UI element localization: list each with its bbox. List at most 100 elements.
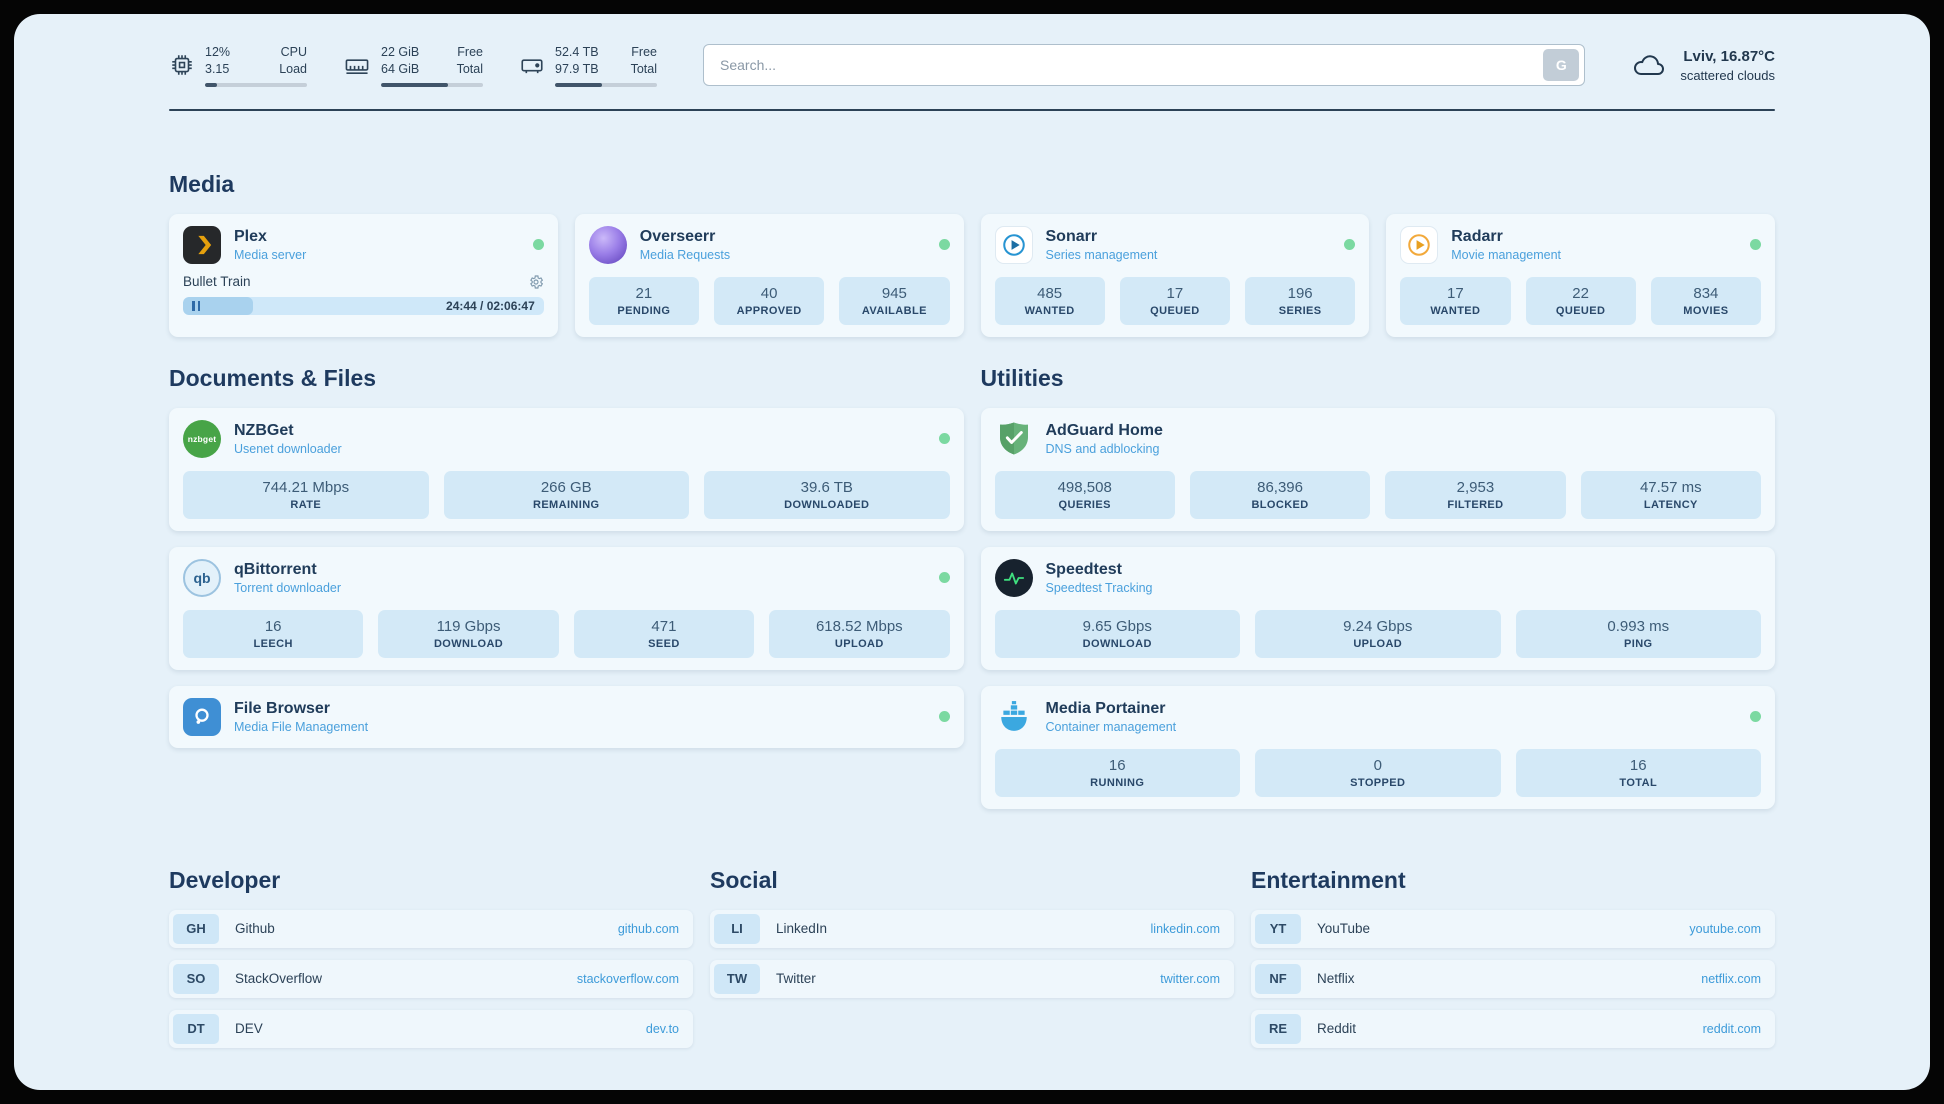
bookmark-youtube[interactable]: YT YouTube youtube.com (1251, 909, 1775, 948)
stat-rate: 744.21 Mbps RATE (183, 470, 429, 519)
cpu-usage-bar (205, 82, 307, 87)
stats-row: 17 WANTED 22 QUEUED 834 MOVIES (1400, 276, 1761, 325)
stat-value: 9.65 Gbps (1082, 617, 1152, 635)
search-input[interactable] (704, 45, 1544, 86)
disk-usage-bar-fill (555, 82, 602, 87)
status-dot (938, 572, 950, 584)
bookmark-url: youtube.com (1689, 921, 1761, 936)
ram-usage-bar-fill (381, 82, 449, 87)
bookmark-twitter[interactable]: TW Twitter twitter.com (710, 959, 1234, 998)
bookmark-netflix[interactable]: NF Netflix netflix.com (1251, 959, 1775, 998)
app-subtitle: Usenet downloader (234, 441, 342, 456)
app-subtitle: Media Requests (639, 247, 731, 262)
qbittorrent-icon: qb (183, 558, 221, 597)
bookmark-name: StackOverflow (235, 971, 323, 987)
stat-value: 16 (1108, 756, 1126, 774)
playback-progress-bar[interactable]: 24:44 / 02:06:47 (183, 296, 544, 315)
status-dot (938, 433, 950, 445)
sonarr-card[interactable]: Sonarr Series management 485 WANTED 17 Q… (980, 213, 1370, 337)
stat-label: RUNNING (1090, 776, 1145, 789)
stat-value: 16 (264, 617, 282, 635)
adguard-icon (995, 420, 1033, 458)
stat-pending: 21 PENDING (588, 276, 699, 325)
cpu-usage-value: 12% (205, 45, 231, 59)
bookmark-url: dev.to (645, 1021, 679, 1036)
card-titles: Radarr Movie management (1451, 228, 1561, 262)
qbittorrent-icon-text: qb (193, 569, 211, 586)
stat-label: QUEUED (1555, 304, 1606, 317)
cpu-icon (169, 52, 195, 78)
app-title: qBittorrent (234, 560, 317, 578)
bookmark-dev[interactable]: DT DEV dev.to (169, 1009, 693, 1048)
stat-series: 196 SERIES (1245, 276, 1356, 325)
stat-label: APPROVED (736, 304, 802, 317)
nzbget-card[interactable]: nzbget NZBGet Usenet downloader 744.21 M… (169, 407, 964, 531)
bookmark-url: twitter.com (1160, 971, 1220, 986)
stat-upload: 9.24 Gbps UPLOAD (1255, 609, 1501, 658)
speedtest-icon (994, 558, 1033, 597)
nzbget-icon: nzbget (183, 419, 221, 458)
stat-value: 618.52 Mbps (815, 617, 903, 635)
disk-total-value: 97.9 TB (555, 61, 599, 76)
ram-free-label: Free (457, 45, 483, 59)
bookmark-reddit[interactable]: RE Reddit reddit.com (1251, 1009, 1775, 1048)
card-titles: Overseerr Media Requests (640, 228, 730, 262)
bookmark-linkedin[interactable]: LI LinkedIn linkedin.com (710, 909, 1234, 948)
stat-stopped: 0 STOPPED (1255, 748, 1501, 797)
card-header: Plex Media server (183, 225, 544, 264)
plex-card[interactable]: Plex Media server Bullet Train 24:44 / 0… (169, 213, 558, 337)
overseerr-card[interactable]: Overseerr Media Requests 21 PENDING 40 A… (574, 213, 964, 337)
section-heading-documents: Documents & Files (169, 364, 377, 391)
stat-approved: 40 APPROVED (714, 276, 825, 325)
stat-value: 9.24 Gbps (1343, 617, 1413, 635)
app-subtitle: Container management (1045, 719, 1177, 734)
radarr-card[interactable]: Radarr Movie management 17 WANTED 22 QUE… (1386, 213, 1775, 337)
status-dot (938, 239, 950, 251)
qbittorrent-card[interactable]: qb qBittorrent Torrent downloader 16 LEE… (169, 546, 964, 670)
card-titles: qBittorrent Torrent downloader (234, 561, 341, 595)
portainer-card[interactable]: Media Portainer Container management 16 … (980, 685, 1775, 809)
section-heading-social: Social (710, 866, 778, 893)
stat-download: 119 Gbps DOWNLOAD (378, 609, 559, 658)
adguard-card[interactable]: AdGuard Home DNS and adblocking 498,508 … (980, 407, 1775, 531)
google-search-button[interactable]: G (1543, 49, 1580, 82)
gear-icon[interactable] (528, 274, 544, 290)
filebrowser-card[interactable]: File Browser Media File Management (169, 685, 964, 748)
card-header: qb qBittorrent Torrent downloader (183, 558, 950, 597)
pause-icon[interactable] (192, 300, 200, 311)
stat-value: 485 (1037, 284, 1063, 302)
stat-total: 16 TOTAL (1515, 748, 1761, 797)
topbar: 12% CPU 3.15 Load (169, 44, 1775, 87)
stat-value: 0 (1373, 756, 1382, 774)
bookmark-github[interactable]: GH Github github.com (169, 909, 693, 948)
system-stats: 12% CPU 3.15 Load (169, 44, 657, 87)
card-header: Sonarr Series management (994, 225, 1356, 264)
disk-readout: 52.4 TB Free 97.9 TB Total (555, 44, 657, 87)
cpu-load-value: 3.15 (205, 61, 230, 76)
cpu-stat: 12% CPU 3.15 Load (169, 44, 307, 87)
app-title: Sonarr (1045, 227, 1098, 245)
stat-movies: 834 MOVIES (1650, 276, 1761, 325)
stat-value: 39.6 TB (800, 478, 853, 496)
stat-label: AVAILABLE (861, 304, 927, 317)
cpu-readout: 12% CPU 3.15 Load (205, 44, 307, 87)
app-title: Radarr (1451, 227, 1503, 245)
section-heading-media: Media (169, 170, 235, 197)
cpu-usage-bar-fill (205, 82, 218, 87)
stat-label: RATE (290, 498, 322, 511)
portainer-icon (995, 698, 1033, 736)
app-title: AdGuard Home (1045, 421, 1163, 439)
dashboard-content: 12% CPU 3.15 Load (14, 14, 1930, 1078)
bookmark-name: Netflix (1317, 971, 1355, 987)
bookmark-name: YouTube (1317, 921, 1371, 937)
ram-free-value: 22 GiB (381, 45, 420, 59)
entertainment-column: Entertainment YT YouTube youtube.com NF … (1251, 867, 1775, 1048)
stat-available: 945 AVAILABLE (839, 276, 950, 325)
bookmark-url: linkedin.com (1150, 921, 1220, 936)
disk-stat: 52.4 TB Free 97.9 TB Total (519, 44, 657, 87)
stats-row: 744.21 Mbps RATE 266 GB REMAINING 39.6 T… (183, 470, 950, 519)
stat-label: QUEUED (1150, 304, 1200, 317)
speedtest-card[interactable]: Speedtest Speedtest Tracking 9.65 Gbps D… (980, 546, 1775, 670)
stat-label: STOPPED (1350, 776, 1406, 789)
bookmark-stackoverflow[interactable]: SO StackOverflow stackoverflow.com (169, 959, 693, 998)
